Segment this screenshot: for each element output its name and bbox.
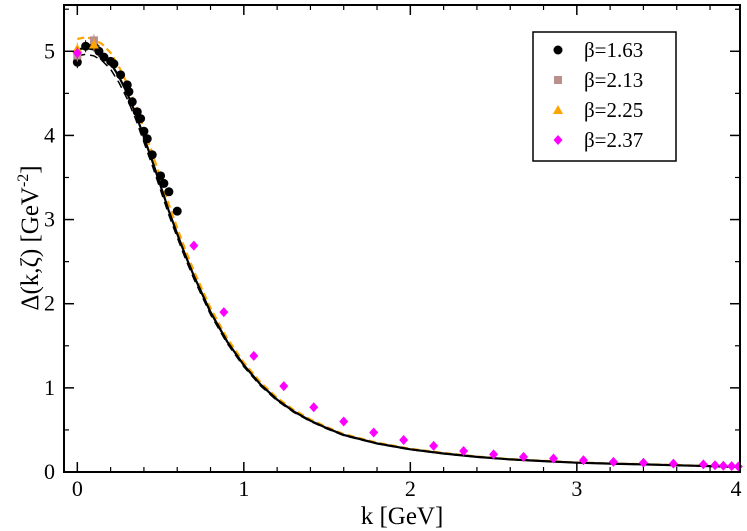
data-markers xyxy=(72,34,743,472)
data-point xyxy=(124,87,134,97)
y-tick-label: 1 xyxy=(44,375,55,400)
y-tick-label: 4 xyxy=(44,122,55,147)
data-point xyxy=(369,427,379,438)
x-tick-label: 2 xyxy=(405,476,416,501)
data-point xyxy=(608,456,618,467)
data-point xyxy=(249,350,259,361)
legend-label: β=2.13 xyxy=(584,68,643,92)
y-axis-label: Δ(k,ζ) [GeV-2] xyxy=(15,165,44,310)
y-tick-label: 3 xyxy=(44,207,55,232)
data-point xyxy=(727,461,737,472)
x-axis-label: k [GeV] xyxy=(361,503,444,530)
data-point xyxy=(88,39,99,49)
data-point xyxy=(459,445,469,456)
plot-frame xyxy=(63,4,741,473)
data-point xyxy=(132,107,142,117)
x-tick-label: 4 xyxy=(731,476,742,501)
data-point xyxy=(99,52,109,62)
data-point xyxy=(156,171,166,181)
data-point xyxy=(339,416,349,427)
data-point xyxy=(549,453,559,464)
data-point xyxy=(122,80,132,90)
data-point xyxy=(309,402,319,413)
y-axis-label-main: Δ(k,ζ) [GeV xyxy=(17,187,44,311)
data-point xyxy=(139,126,149,136)
y-axis-label-exponent: -2 xyxy=(15,174,32,187)
series-1-points xyxy=(72,39,182,216)
axis-ticks: 0 1 2 3 4 0 1 2 3 4 5 xyxy=(44,5,742,501)
data-point xyxy=(578,455,588,466)
data-point xyxy=(147,150,157,160)
legend-label: β=2.25 xyxy=(584,98,643,122)
data-point xyxy=(219,307,229,318)
legend-items: β=1.63 β=2.13 β=2.25 β=2.37 xyxy=(553,38,643,152)
data-point xyxy=(94,46,104,56)
data-point xyxy=(159,178,169,188)
data-point xyxy=(429,440,439,451)
data-point xyxy=(116,70,126,80)
series-3-points xyxy=(72,38,99,55)
legend: β=1.63 β=2.13 β=2.25 β=2.37 xyxy=(532,31,677,162)
data-point xyxy=(710,460,720,471)
y-axis-label-suffix: ] xyxy=(17,165,44,173)
data-point xyxy=(136,114,146,124)
data-point xyxy=(109,59,119,69)
legend-item: β=1.63 xyxy=(553,38,643,62)
x-tick-label: 3 xyxy=(571,476,582,501)
legend-label: β=2.37 xyxy=(584,128,643,152)
data-point xyxy=(733,461,743,472)
x-tick-label: 1 xyxy=(238,476,249,501)
data-point xyxy=(127,97,137,107)
legend-marker xyxy=(553,135,563,145)
legend-marker xyxy=(553,105,563,114)
y-tick-label: 2 xyxy=(44,291,55,316)
series-4-points xyxy=(72,46,743,472)
data-point xyxy=(72,57,82,67)
data-point xyxy=(81,41,91,51)
data-point xyxy=(399,435,409,446)
data-point xyxy=(668,458,678,469)
data-point xyxy=(142,134,152,144)
data-point xyxy=(519,451,529,462)
data-point xyxy=(638,457,648,468)
legend-marker xyxy=(554,76,562,84)
data-point xyxy=(172,206,182,216)
legend-item: β=2.25 xyxy=(553,98,643,122)
data-point xyxy=(279,381,289,392)
data-point xyxy=(489,449,499,460)
legend-item: β=2.37 xyxy=(553,128,643,152)
y-tick-label: 5 xyxy=(44,38,55,63)
data-point xyxy=(164,187,174,197)
data-point xyxy=(189,240,199,251)
data-point xyxy=(718,460,728,471)
legend-label: β=1.63 xyxy=(584,38,643,62)
y-tick-label: 0 xyxy=(44,459,55,484)
data-point xyxy=(72,47,82,58)
legend-marker xyxy=(553,45,563,55)
legend-item: β=2.13 xyxy=(554,68,643,92)
data-point xyxy=(698,459,708,470)
x-tick-label: 0 xyxy=(72,476,83,501)
